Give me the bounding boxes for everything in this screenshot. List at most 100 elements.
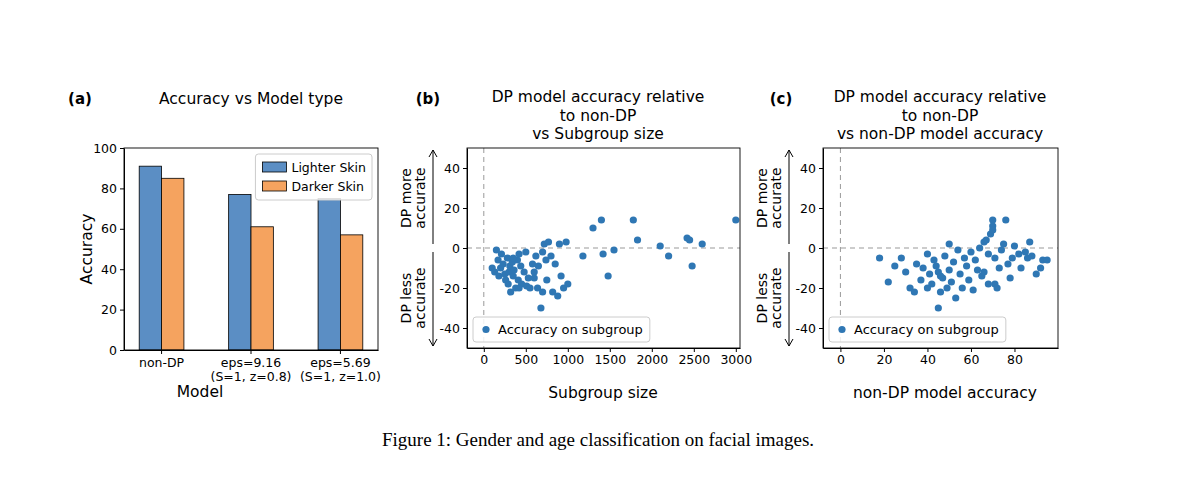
tick-mark: [161, 350, 162, 354]
point: [970, 286, 977, 293]
point: [996, 264, 1003, 271]
tick: 1500: [594, 348, 626, 367]
tick-mark: [120, 350, 124, 351]
annotation: DP lessaccurate: [398, 267, 428, 328]
arrow-head: [429, 150, 437, 157]
annotation: DP moreaccurate: [398, 167, 428, 228]
point: [556, 240, 563, 247]
tick: 20: [800, 201, 823, 216]
panel-label: (c): [770, 90, 793, 108]
reference-line: [467, 248, 740, 249]
tick-label: 1000: [552, 352, 584, 367]
point: [924, 284, 931, 291]
tick: 20: [876, 348, 892, 367]
point: [531, 274, 538, 281]
point: [689, 262, 696, 269]
axis: 0 20 40 60 80: [824, 348, 1059, 367]
legend: Accuracy on subgroup: [473, 317, 650, 342]
tick-label: 100: [93, 141, 117, 156]
tick: -20: [796, 281, 823, 296]
point: [589, 224, 596, 231]
tick-label: 0: [808, 241, 816, 256]
tick-mark: [463, 328, 467, 329]
tick-label: non-DP: [139, 355, 185, 370]
point: [919, 264, 926, 271]
y-axis-title: Accuracy: [78, 214, 96, 285]
point: [510, 254, 517, 261]
chart-title: DP model accuracy relativeto non-DPvs no…: [834, 88, 1047, 143]
plot-frame: [823, 148, 1058, 348]
point: [954, 246, 961, 253]
legend: Accuracy on subgroup: [829, 317, 1006, 342]
point: [989, 216, 996, 223]
tick-label: 20: [444, 201, 460, 216]
arrow-head: [785, 339, 793, 346]
point: [985, 250, 992, 257]
tick: -40: [796, 321, 823, 336]
point: [543, 276, 550, 283]
tick: 40: [101, 262, 124, 277]
tick-label: 0: [480, 352, 488, 367]
tick-label: 60: [964, 352, 980, 367]
tick-label: 40: [920, 352, 936, 367]
axis: 050010001500200025003000: [468, 348, 753, 367]
tick: 80: [101, 181, 124, 196]
point: [1037, 264, 1044, 271]
point: [946, 266, 953, 273]
bar: [139, 166, 161, 350]
legend: Lighter SkinDarker Skin: [255, 154, 372, 200]
point: [630, 216, 637, 223]
point: [891, 262, 898, 269]
tick-label: 2500: [678, 352, 710, 367]
point: [926, 270, 933, 277]
axis-line: [468, 348, 741, 349]
point: [961, 254, 968, 261]
point: [537, 304, 544, 311]
arrow-shaft: [433, 252, 434, 346]
tick-label: 40: [444, 161, 460, 176]
tick-label: 3000: [720, 352, 752, 367]
tick: 100: [93, 141, 124, 156]
point: [959, 284, 966, 291]
point: [898, 254, 905, 261]
point: [941, 252, 948, 259]
point: [876, 254, 883, 261]
tick-mark: [251, 350, 252, 354]
tick: eps=5.69(S=1, z=1.0): [300, 350, 381, 384]
point: [991, 254, 998, 261]
point: [1007, 274, 1014, 281]
point: [522, 248, 529, 255]
tick-mark: [120, 188, 124, 189]
point: [983, 236, 990, 243]
tick-label: 40: [101, 262, 117, 277]
point: [610, 246, 617, 253]
point: [937, 272, 944, 279]
point: [935, 304, 942, 311]
point: [598, 216, 605, 223]
point: [967, 248, 974, 255]
tick-label: -40: [440, 321, 460, 336]
point: [1033, 270, 1040, 277]
point: [505, 280, 512, 287]
legend-swatch: [262, 162, 286, 172]
legend-label: Accuracy on subgroup: [498, 322, 643, 337]
legend-marker: [838, 326, 845, 333]
point: [976, 244, 983, 251]
axis: -40-2002040: [440, 149, 468, 349]
chart-title: DP model accuracy relativeto non-DPvs Su…: [492, 88, 705, 143]
tick-label: 80: [1007, 352, 1023, 367]
tick: 3000: [720, 348, 752, 367]
point: [965, 276, 972, 283]
point: [1004, 260, 1011, 267]
legend-label: Lighter Skin: [291, 160, 366, 175]
tick-label: eps=5.69(S=1, z=1.0): [300, 355, 381, 384]
point: [547, 252, 554, 259]
point: [980, 268, 987, 275]
bar: [251, 227, 273, 350]
tick-label: 60: [101, 221, 117, 236]
tick: 2500: [678, 348, 710, 367]
plot-frame: [124, 148, 378, 350]
tick-label: 0: [837, 352, 845, 367]
tick-mark: [819, 328, 823, 329]
plot-frame: [467, 148, 740, 348]
